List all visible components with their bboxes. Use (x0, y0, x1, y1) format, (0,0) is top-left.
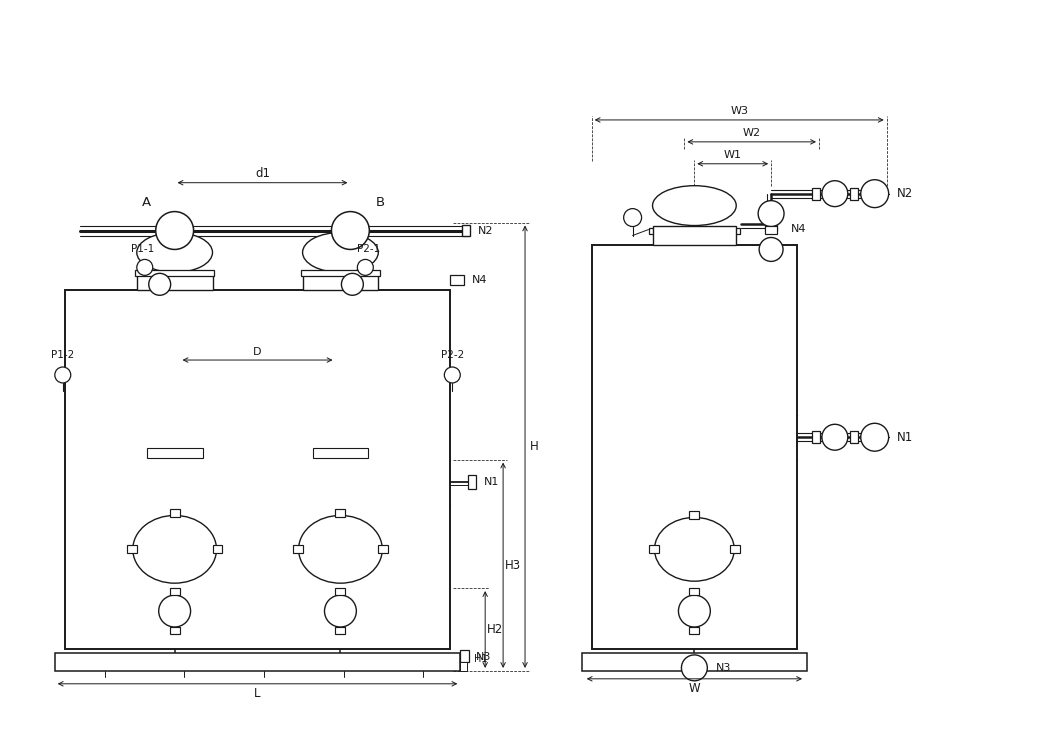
Text: P1-2: P1-2 (51, 350, 74, 360)
Circle shape (681, 655, 707, 681)
Bar (653, 226, 737, 245)
Bar (170, 588, 180, 595)
Text: B: B (375, 196, 385, 209)
Circle shape (55, 367, 71, 383)
Circle shape (444, 367, 460, 383)
Ellipse shape (299, 515, 383, 583)
Circle shape (357, 259, 373, 276)
Text: N4: N4 (472, 276, 488, 285)
Text: N1: N1 (484, 477, 500, 487)
Bar (581, 653, 807, 671)
Text: N2: N2 (478, 226, 493, 235)
Bar (812, 431, 820, 443)
Circle shape (678, 595, 710, 627)
Bar (812, 187, 820, 200)
Ellipse shape (653, 186, 737, 226)
Circle shape (624, 209, 642, 226)
Bar (460, 662, 468, 671)
Bar (65, 290, 451, 649)
Circle shape (861, 180, 889, 207)
Bar (336, 509, 345, 517)
Text: H2: H2 (487, 623, 503, 636)
Bar (292, 545, 303, 553)
Bar (648, 228, 740, 234)
Bar (592, 245, 797, 649)
Circle shape (822, 424, 848, 450)
Circle shape (324, 595, 356, 627)
Bar (336, 588, 345, 595)
Circle shape (155, 212, 193, 249)
Circle shape (758, 201, 784, 226)
Bar (460, 650, 469, 662)
Bar (55, 653, 460, 671)
Bar (690, 512, 699, 520)
Circle shape (861, 423, 889, 451)
Bar (765, 226, 777, 234)
Text: N3: N3 (476, 652, 491, 662)
Text: H: H (529, 440, 538, 453)
Circle shape (332, 212, 369, 249)
Bar (170, 627, 180, 634)
Bar (730, 545, 740, 553)
Text: W: W (689, 682, 701, 695)
Ellipse shape (133, 515, 217, 583)
Bar (849, 431, 858, 443)
Text: W2: W2 (743, 128, 761, 138)
Text: A: A (142, 196, 151, 209)
Text: P2-2: P2-2 (441, 350, 463, 360)
Text: P1-1: P1-1 (131, 245, 154, 254)
Circle shape (137, 259, 153, 276)
Text: N4: N4 (791, 223, 807, 234)
Ellipse shape (303, 232, 378, 273)
Bar (462, 224, 470, 237)
Circle shape (341, 273, 364, 295)
Circle shape (149, 273, 171, 295)
Text: P2-1: P2-1 (357, 245, 381, 254)
Bar (147, 448, 203, 458)
Bar (451, 276, 465, 285)
Bar (137, 273, 213, 290)
Bar (213, 545, 222, 553)
Ellipse shape (655, 517, 735, 581)
Bar (378, 545, 388, 553)
Bar (690, 588, 699, 595)
Bar (170, 509, 180, 517)
Circle shape (759, 237, 783, 262)
Text: L: L (254, 687, 260, 700)
Circle shape (822, 181, 848, 207)
Bar (765, 224, 777, 231)
Bar (303, 273, 378, 290)
Bar (849, 187, 858, 200)
Bar (313, 448, 368, 458)
Bar (336, 627, 345, 634)
Bar (765, 242, 777, 249)
Ellipse shape (137, 232, 213, 273)
Bar (648, 545, 658, 553)
Text: D: D (253, 347, 261, 357)
Text: W3: W3 (730, 106, 748, 116)
Text: H1: H1 (474, 654, 488, 664)
Text: N2: N2 (896, 187, 913, 200)
Text: N3: N3 (716, 663, 731, 673)
Bar (126, 545, 137, 553)
Bar (468, 475, 476, 489)
Text: N1: N1 (896, 431, 913, 444)
Bar (690, 627, 699, 634)
Text: H3: H3 (505, 559, 521, 572)
Bar (301, 270, 381, 276)
Text: d1: d1 (255, 168, 270, 180)
Circle shape (158, 595, 190, 627)
Text: W1: W1 (724, 150, 742, 159)
Bar (135, 270, 215, 276)
